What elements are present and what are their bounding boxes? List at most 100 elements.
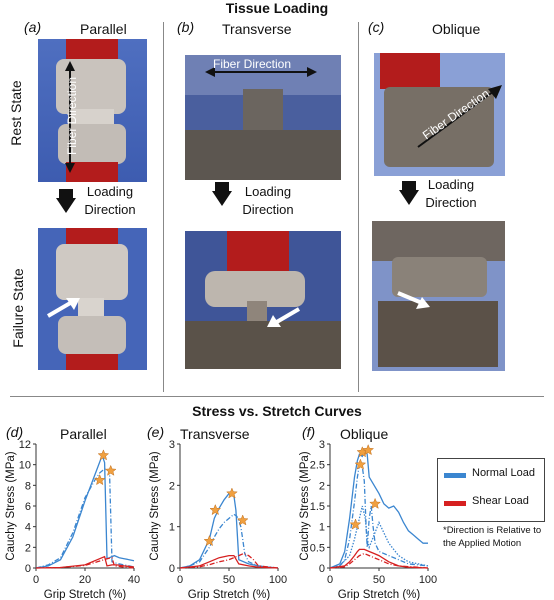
shear-load-series [179, 552, 279, 569]
normal-load-series [179, 492, 279, 569]
failure-marker [226, 487, 238, 499]
failure-marker [362, 444, 375, 456]
failure-arrow-a [46, 298, 80, 318]
transverse-rest-photo: Fiber Direction [185, 55, 341, 180]
y-tick-label: 12 [19, 439, 31, 451]
loading-direction-b: Loading Direction [242, 184, 294, 217]
chart-e-tag: (e) [147, 424, 165, 440]
x-tick-label: 0 [177, 574, 183, 586]
tissue-loading-heading: Tissue Loading [225, 0, 329, 16]
fiber-direction-label-transverse: Fiber Direction [213, 57, 292, 71]
column-divider-1 [163, 22, 164, 392]
chart-f-title: Oblique [340, 426, 389, 442]
chart-oblique: 0 0.5 1 1.5 2 2.5 3 0 50 100 Grip Stretch (%) Cauch… [299, 439, 437, 600]
failure-marker [104, 464, 117, 476]
direction-note: *Direction is Relative to the Applied Mot… [443, 525, 542, 549]
x-tick-label: 100 [419, 574, 437, 586]
stress-stretch-heading: Stress vs. Stretch Curves [192, 403, 362, 419]
section-divider [10, 396, 544, 397]
failure-marker [97, 449, 110, 461]
chart-transverse: 0 1 2 3 0 50 100 Grip Stretch (%) Cauchy Stress … [149, 439, 287, 600]
failure-marker [369, 497, 381, 509]
x-tick-label: 50 [223, 574, 235, 586]
x-tick-label: 100 [269, 574, 287, 586]
legend-shear-label: Shear Load [472, 495, 529, 507]
normal-load-series [329, 505, 429, 569]
y-tick-label: 0 [169, 563, 175, 575]
normal-load-series [35, 453, 135, 569]
panel-b-tag: (b) [177, 19, 195, 35]
loading-direction-arrow-c [399, 181, 419, 205]
panel-a-tag: (a) [24, 19, 42, 35]
oblique-rest-photo: Fiber Direction [374, 53, 505, 176]
failure-state-label: Failure State [10, 268, 26, 348]
fiber-direction-arrow-transverse [205, 67, 317, 77]
failure-arrow-c [397, 291, 430, 309]
x-tick-label: 50 [373, 574, 385, 586]
y-tick-label: 2 [319, 480, 325, 492]
fiber-direction-arrow-oblique [417, 85, 502, 148]
x-tick-label: 0 [327, 574, 333, 586]
legend: Normal Load Shear Load [437, 458, 545, 522]
parallel-rest-photo: Fiber Direction [38, 39, 147, 182]
loading-direction-arrow-b [212, 182, 232, 206]
y-tick-label: 1.5 [310, 501, 325, 513]
loading-direction-arrow-a [56, 189, 76, 213]
y-tick-label: 8 [25, 480, 31, 492]
failure-marker [93, 474, 106, 486]
y-tick-label: 10 [19, 460, 31, 472]
x-axis-label: Grip Stretch (%) [338, 589, 421, 600]
chart-d-tag: (d) [6, 424, 24, 440]
y-axis-label: Cauchy Stress (MPa) [299, 451, 311, 560]
panel-b-title: Transverse [222, 21, 292, 37]
legend-normal-label: Normal Load [472, 467, 535, 479]
legend-normal-swatch [444, 473, 466, 478]
loading-direction-a: Loading Direction [84, 184, 136, 217]
shear-load-series [35, 555, 135, 569]
chart-f-tag: (f) [302, 424, 316, 440]
failure-marker [236, 514, 249, 526]
shear-load-series [179, 554, 279, 569]
chart-e-title: Transverse [180, 426, 250, 442]
y-tick-label: 2 [25, 542, 31, 554]
panel-a-title: Parallel [80, 21, 127, 37]
y-tick-label: 2 [169, 480, 175, 492]
parallel-failure-photo [38, 228, 147, 370]
x-axis-label: Grip Stretch (%) [188, 589, 271, 600]
normal-load-series [35, 468, 135, 569]
y-tick-label: 4 [25, 522, 31, 534]
y-tick-label: 1 [169, 522, 175, 534]
oblique-failure-photo [372, 221, 505, 371]
failure-marker [203, 534, 216, 547]
loading-direction-c: Loading Direction [425, 177, 477, 210]
y-tick-label: 0.5 [310, 542, 325, 554]
failure-marker [349, 518, 362, 530]
y-tick-label: 3 [319, 439, 325, 451]
rest-state-label: Rest State [8, 80, 24, 146]
fiber-direction-arrow-parallel [65, 61, 75, 173]
y-tick-label: 2.5 [310, 460, 325, 472]
y-tick-label: 0 [319, 563, 325, 575]
x-tick-label: 20 [79, 574, 91, 586]
y-axis-label: Cauchy Stress (MPa) [149, 451, 161, 560]
normal-load-series [179, 513, 279, 569]
column-divider-2 [358, 22, 359, 392]
y-tick-label: 6 [25, 501, 31, 513]
failure-marker [209, 503, 222, 516]
y-tick-label: 0 [25, 563, 31, 575]
chart-d-title: Parallel [60, 426, 107, 442]
y-tick-label: 1 [319, 522, 325, 534]
panel-c-title: Oblique [432, 21, 481, 37]
failure-marker [354, 458, 367, 470]
shear-load-series [329, 552, 429, 569]
y-tick-label: 3 [169, 439, 175, 451]
legend-shear-swatch [444, 501, 466, 506]
transverse-failure-photo [185, 231, 341, 369]
shear-load-series [35, 556, 135, 569]
failure-arrow-b [267, 307, 301, 327]
x-tick-label: 0 [33, 574, 39, 586]
y-axis-label: Cauchy Stress (MPa) [5, 451, 17, 560]
x-axis-label: Grip Stretch (%) [44, 589, 127, 600]
x-tick-label: 40 [128, 574, 140, 586]
